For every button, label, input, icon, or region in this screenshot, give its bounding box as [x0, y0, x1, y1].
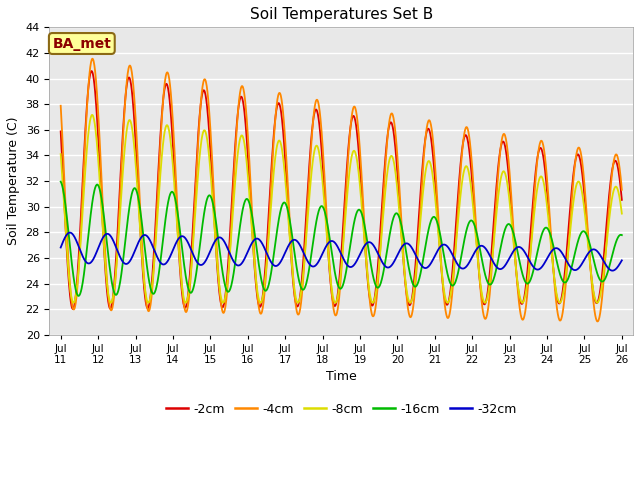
-8cm [317, 166, 325, 171]
-32cm [100, 232, 108, 238]
-16cm [295, 278, 303, 284]
-32cm [609, 268, 616, 274]
-2cm [377, 222, 385, 228]
-32cm [307, 263, 315, 268]
-4cm [376, 245, 384, 251]
Line: -16cm: -16cm [61, 181, 622, 296]
Y-axis label: Soil Temperature (C): Soil Temperature (C) [7, 117, 20, 245]
-2cm [57, 129, 65, 134]
-16cm [307, 256, 315, 262]
-32cm [376, 256, 384, 262]
-16cm [124, 220, 131, 226]
Legend: -2cm, -4cm, -8cm, -16cm, -32cm: -2cm, -4cm, -8cm, -16cm, -32cm [161, 398, 522, 421]
-4cm [295, 311, 303, 316]
-2cm [69, 306, 77, 312]
-32cm [124, 261, 131, 266]
Text: BA_met: BA_met [52, 36, 111, 50]
-2cm [618, 197, 626, 203]
-8cm [307, 174, 315, 180]
Title: Soil Temperatures Set B: Soil Temperatures Set B [250, 7, 433, 22]
-32cm [66, 230, 74, 236]
-4cm [89, 56, 97, 61]
-2cm [124, 77, 132, 83]
-8cm [124, 123, 131, 129]
-4cm [618, 187, 626, 192]
-4cm [124, 73, 131, 79]
-4cm [100, 236, 108, 242]
-8cm [618, 211, 626, 216]
-8cm [182, 300, 189, 306]
-8cm [57, 151, 65, 157]
-2cm [101, 260, 109, 266]
Line: -2cm: -2cm [61, 71, 622, 309]
-4cm [57, 103, 65, 108]
-2cm [296, 297, 303, 303]
-32cm [57, 245, 65, 251]
-32cm [295, 241, 303, 247]
-8cm [377, 242, 385, 248]
-32cm [618, 257, 626, 263]
-2cm [88, 68, 95, 74]
-8cm [100, 251, 108, 257]
-16cm [317, 204, 324, 209]
Line: -8cm: -8cm [61, 115, 622, 303]
-2cm [317, 142, 325, 148]
-2cm [307, 138, 315, 144]
Line: -32cm: -32cm [61, 233, 622, 271]
-4cm [594, 319, 602, 324]
X-axis label: Time: Time [326, 370, 356, 383]
-16cm [100, 218, 108, 224]
-16cm [618, 232, 626, 238]
-16cm [75, 293, 83, 299]
-16cm [376, 281, 384, 287]
-8cm [296, 297, 303, 303]
-32cm [317, 254, 324, 260]
-4cm [317, 120, 324, 126]
-16cm [57, 179, 65, 184]
Line: -4cm: -4cm [61, 59, 622, 322]
-4cm [307, 149, 315, 155]
-8cm [88, 112, 96, 118]
